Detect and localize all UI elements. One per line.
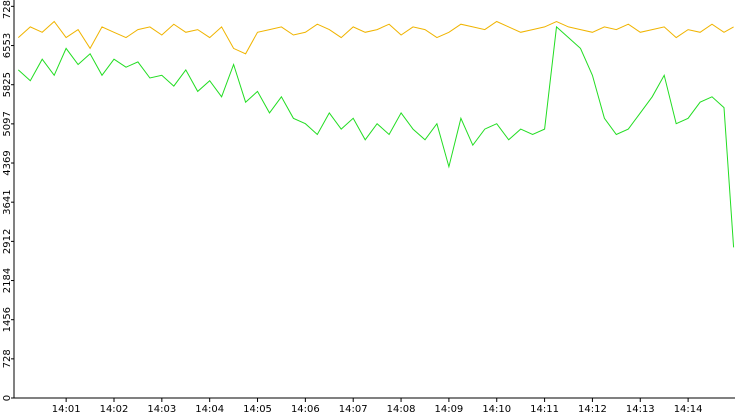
y-tick-label: 728 bbox=[2, 349, 13, 368]
x-tick-label: 14:08 bbox=[387, 404, 416, 415]
series-line bbox=[17, 25, 735, 248]
y-tick-label: 2912 bbox=[2, 229, 13, 254]
x-tick-label: 14:09 bbox=[434, 404, 463, 415]
x-tick-label: 14:02 bbox=[100, 404, 129, 415]
x-tick-label: 14:04 bbox=[195, 404, 224, 415]
y-tick-label: 5825 bbox=[2, 72, 13, 97]
y-tick-label: 2184 bbox=[2, 268, 13, 293]
x-tick-label: 14:07 bbox=[339, 404, 368, 415]
y-tick-label: 0 bbox=[2, 395, 13, 401]
y-tick-label: 5097 bbox=[2, 111, 13, 136]
x-tick-label: 14:06 bbox=[291, 404, 320, 415]
y-tick-label: 6553 bbox=[2, 33, 13, 58]
x-tick-label: 14:11 bbox=[530, 404, 559, 415]
x-tick-label: 14:12 bbox=[578, 404, 607, 415]
y-tick-label: 4369 bbox=[2, 150, 13, 175]
x-tick-label: 14:01 bbox=[52, 404, 81, 415]
x-tick-label: 14:03 bbox=[147, 404, 176, 415]
x-tick-label: 14:05 bbox=[243, 404, 272, 415]
x-tick-label: 14:10 bbox=[482, 404, 511, 415]
series-line bbox=[17, 20, 734, 55]
y-tick-label: 1456 bbox=[2, 307, 13, 332]
y-tick-label: 7282 bbox=[2, 0, 13, 19]
x-tick-label: 14:14 bbox=[674, 404, 703, 415]
x-tick-label: 14:13 bbox=[626, 404, 655, 415]
y-tick-label: 3641 bbox=[2, 189, 13, 214]
